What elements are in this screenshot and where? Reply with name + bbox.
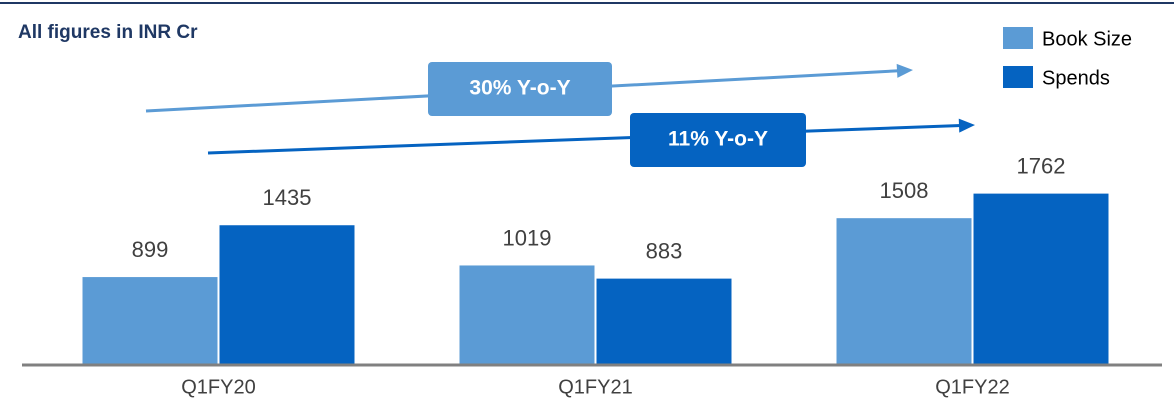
value-label: 1435 xyxy=(263,185,312,210)
value-label: 1508 xyxy=(880,178,929,203)
bar xyxy=(973,193,1109,364)
bar xyxy=(459,265,595,364)
annotation-box xyxy=(428,62,612,116)
legend-swatch xyxy=(1003,27,1033,49)
value-label: 1019 xyxy=(503,225,552,250)
arrow-head xyxy=(958,118,975,133)
bar xyxy=(82,277,218,364)
value-label: 883 xyxy=(646,238,683,263)
bar xyxy=(596,278,732,364)
arrow-head xyxy=(896,63,913,78)
value-label: 899 xyxy=(132,237,169,262)
legend-label: Book Size xyxy=(1042,28,1132,50)
annotation-label: 11% Y-o-Y xyxy=(668,128,768,151)
value-label: 1762 xyxy=(1017,153,1066,178)
x-tick-label: Q1FY20 xyxy=(181,376,255,398)
annotation-label: 30% Y-o-Y xyxy=(469,77,570,100)
x-tick-label: Q1FY21 xyxy=(558,376,632,398)
x-tick-label: Q1FY22 xyxy=(935,376,1009,398)
bar xyxy=(836,218,972,364)
chart-title: All figures in INR Cr xyxy=(18,22,198,43)
legend-swatch xyxy=(1003,66,1033,88)
annotation-box xyxy=(630,113,806,167)
legend-label: Spends xyxy=(1042,67,1110,89)
bar xyxy=(219,225,355,364)
trend-arrow xyxy=(207,124,962,155)
